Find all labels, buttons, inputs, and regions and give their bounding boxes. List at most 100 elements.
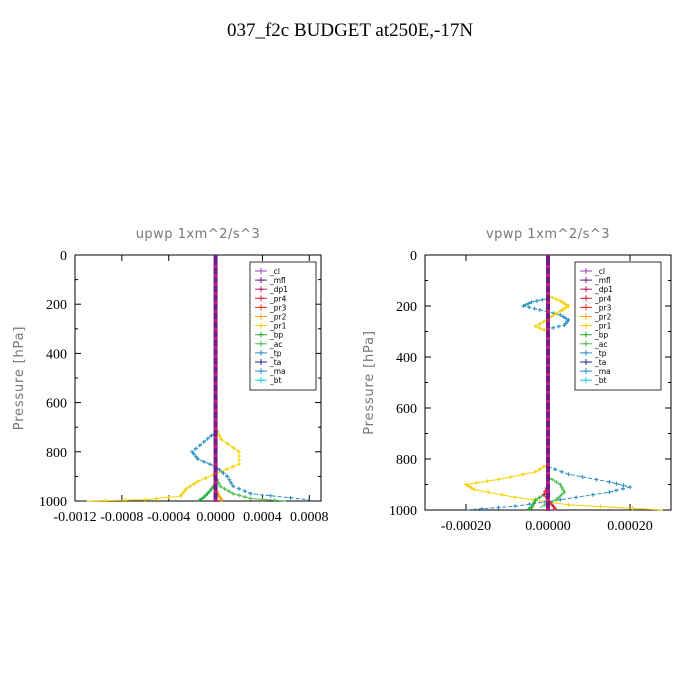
series-marker-tp	[205, 436, 210, 441]
zero-profile-dash	[213, 283, 218, 286]
y-tick-label: 800	[396, 453, 417, 468]
series-marker-pr1	[196, 479, 200, 484]
legend-label: _dp1	[269, 285, 288, 294]
series-marker-pr1	[237, 453, 241, 458]
series-marker-tp	[496, 505, 501, 510]
zero-profile-dash	[546, 364, 550, 367]
series-marker-pr1	[554, 297, 559, 302]
series-marker-tp	[621, 483, 626, 488]
series-marker-ac	[550, 477, 555, 482]
zero-profile-dash	[213, 418, 218, 421]
series-marker-tp	[537, 307, 542, 312]
series-marker-ac	[218, 484, 223, 489]
zero-profile-dash	[546, 499, 550, 502]
series-marker-bp	[526, 507, 531, 512]
series-marker-pr1	[550, 295, 555, 300]
series-marker-bp	[207, 489, 212, 494]
y-tick-label: 200	[46, 298, 67, 313]
legend-marker	[258, 286, 264, 293]
legend-marker	[583, 359, 589, 365]
legend-marker	[583, 322, 589, 329]
zero-profile-dash	[213, 391, 218, 394]
series-marker-tp	[229, 481, 234, 486]
series-marker-tp	[207, 462, 212, 467]
legend-label: _ac	[269, 340, 282, 349]
series-marker-pr1	[143, 497, 148, 502]
series-marker-pr1	[464, 482, 468, 487]
zero-profile-dash	[546, 445, 550, 448]
x-tick-label: -0.0004	[147, 510, 190, 525]
x-tick-label: -0.0012	[53, 510, 96, 525]
series-marker-ac	[559, 485, 564, 490]
series-group	[464, 255, 663, 512]
legend-label: _pr4	[594, 294, 612, 303]
zero-profile-dash	[546, 436, 550, 439]
zero-profile-dash	[546, 454, 550, 457]
zero-profile-dash	[546, 463, 550, 466]
series-marker-tp	[527, 502, 532, 507]
series-marker-tp	[614, 488, 619, 493]
series-marker-pr1	[225, 467, 230, 472]
series-marker-pr1	[563, 305, 568, 310]
zero-profile-dash	[213, 445, 218, 448]
legend-marker	[258, 295, 264, 302]
series-marker-pr1	[542, 327, 547, 332]
series-marker-pr1	[485, 479, 490, 484]
series-marker-pr1	[474, 480, 479, 485]
series-marker-pr1	[178, 494, 183, 499]
legend-marker	[258, 304, 264, 311]
x-tick-label: 0.0000	[196, 510, 235, 525]
y-tick-label: 400	[396, 351, 417, 366]
legend-label: _ma	[269, 367, 286, 376]
series-marker-tp	[607, 479, 612, 484]
legend-marker	[583, 377, 589, 384]
legend-marker	[258, 331, 264, 338]
series-marker-tp	[237, 486, 242, 491]
zero-profile-dash	[546, 481, 550, 484]
legend-marker	[583, 268, 589, 274]
legend-marker	[583, 304, 589, 311]
series-marker-ac	[237, 493, 242, 498]
legend-label: _pr3	[594, 303, 612, 312]
zero-profile-dash	[546, 265, 550, 268]
legend-marker	[258, 268, 264, 274]
legend-marker	[583, 295, 589, 302]
zero-profile-bar	[213, 255, 218, 501]
y-tick-label: 400	[46, 347, 67, 362]
zero-profile-dash	[213, 499, 218, 502]
series-marker-ac	[556, 495, 561, 500]
x-tick-label: 0.00020	[607, 519, 653, 534]
legend-label: _ta	[269, 358, 281, 367]
legend-label: _dp1	[594, 285, 613, 294]
series-marker-pr1	[184, 486, 189, 491]
x-tick-label: -0.00020	[441, 519, 491, 534]
series-marker-pr1	[630, 506, 635, 511]
zero-profile-dash	[213, 319, 218, 322]
zero-profile-dash	[213, 490, 218, 493]
legend-marker	[583, 340, 589, 347]
series-marker-tp	[201, 439, 206, 444]
zero-profile-dash	[213, 454, 218, 457]
series-marker-tp	[561, 314, 566, 319]
series-marker-bp	[537, 495, 542, 500]
series-marker-tp	[524, 302, 529, 307]
legend-label: _pr1	[594, 322, 612, 331]
series-marker-pr1	[558, 298, 563, 303]
zero-profile-dash	[213, 292, 218, 295]
zero-profile-dash	[546, 391, 550, 394]
series-marker-pr1	[231, 445, 236, 450]
chart-panel-1: upwp 1xm^2/s^3 Pressure [hPa] 0 200 400 600 80…	[12, 227, 329, 525]
series-marker-tp	[248, 491, 253, 496]
series-marker-tp	[526, 301, 531, 306]
series-marker-tp	[558, 497, 563, 502]
chart-panel-2: vpwp 1xm^2/s^3 Pressure [hPa] 0 200 400 600 80…	[362, 227, 672, 534]
legend-label: _tp	[594, 349, 607, 358]
series-marker-tp	[529, 300, 534, 305]
series-marker-pr1	[237, 462, 241, 467]
legend-label: _pr1	[269, 322, 287, 331]
chart-title: upwp 1xm^2/s^3	[136, 227, 261, 242]
legend-marker	[258, 340, 264, 347]
series-marker-tp	[540, 297, 545, 302]
zero-profile-dash	[546, 319, 550, 322]
x-tick-label: 0.00000	[525, 519, 571, 534]
